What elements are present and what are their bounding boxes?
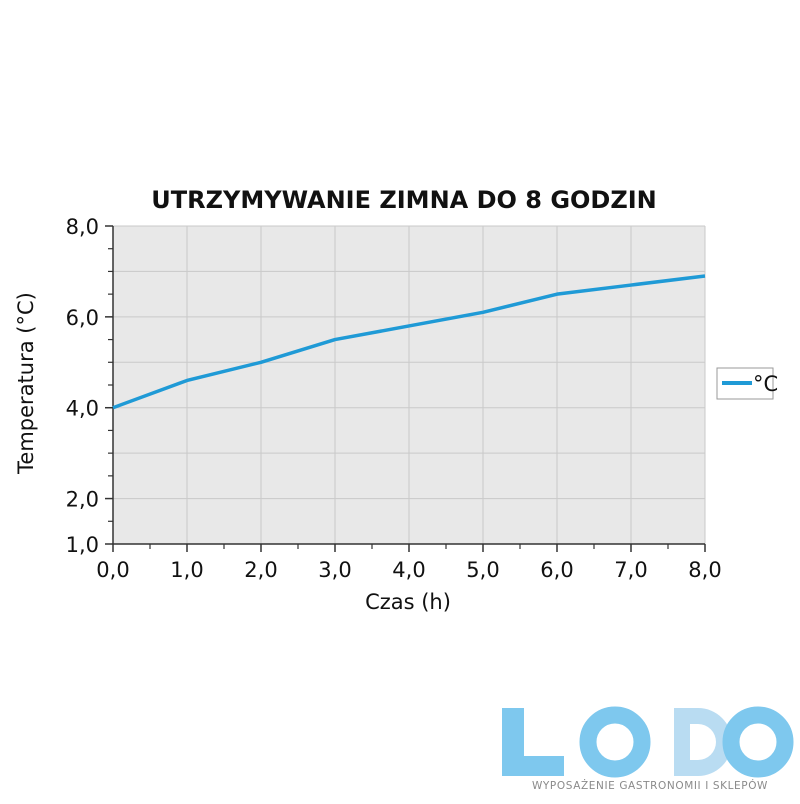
chart-title: UTRZYMYWANIE ZIMNA DO 8 GODZIN bbox=[151, 186, 657, 214]
x-tick-label: 6,0 bbox=[540, 558, 573, 582]
x-tick-label: 4,0 bbox=[392, 558, 425, 582]
x-tick-label: 7,0 bbox=[614, 558, 647, 582]
x-tick-label: 2,0 bbox=[244, 558, 277, 582]
y-tick-label: 8,0 bbox=[66, 215, 99, 239]
y-axis-label: Temperatura (°C) bbox=[14, 292, 38, 475]
series-line bbox=[112, 274, 706, 410]
y-tick-label: 1,0 bbox=[66, 533, 99, 557]
x-axis-label: Czas (h) bbox=[365, 590, 451, 614]
x-tick-label: 8,0 bbox=[688, 558, 721, 582]
plot-area: 0,0 1,0 2,0 3,0 4,0 5,0 6,0 7,0 8,01,02,04,06,08… bbox=[66, 215, 722, 582]
logo-subtitle: WYPOSAŻENIE GASTRONOMII I SKLEPÓW bbox=[531, 780, 769, 792]
lodo-logo bbox=[498, 700, 800, 800]
x-tick-label: 5,0 bbox=[466, 558, 499, 582]
legend-label: °C bbox=[753, 372, 778, 396]
x-tick-label: 3,0 bbox=[318, 558, 351, 582]
x-tick-label: 1,0 bbox=[170, 558, 203, 582]
y-tick-label: 2,0 bbox=[66, 488, 99, 512]
y-tick-label: 6,0 bbox=[66, 306, 99, 330]
legend: °C bbox=[716, 367, 778, 400]
y-tick-label: 4,0 bbox=[66, 397, 99, 421]
lodo-logo-mark bbox=[502, 706, 794, 778]
x-tick-label: 0,0 bbox=[96, 558, 129, 582]
